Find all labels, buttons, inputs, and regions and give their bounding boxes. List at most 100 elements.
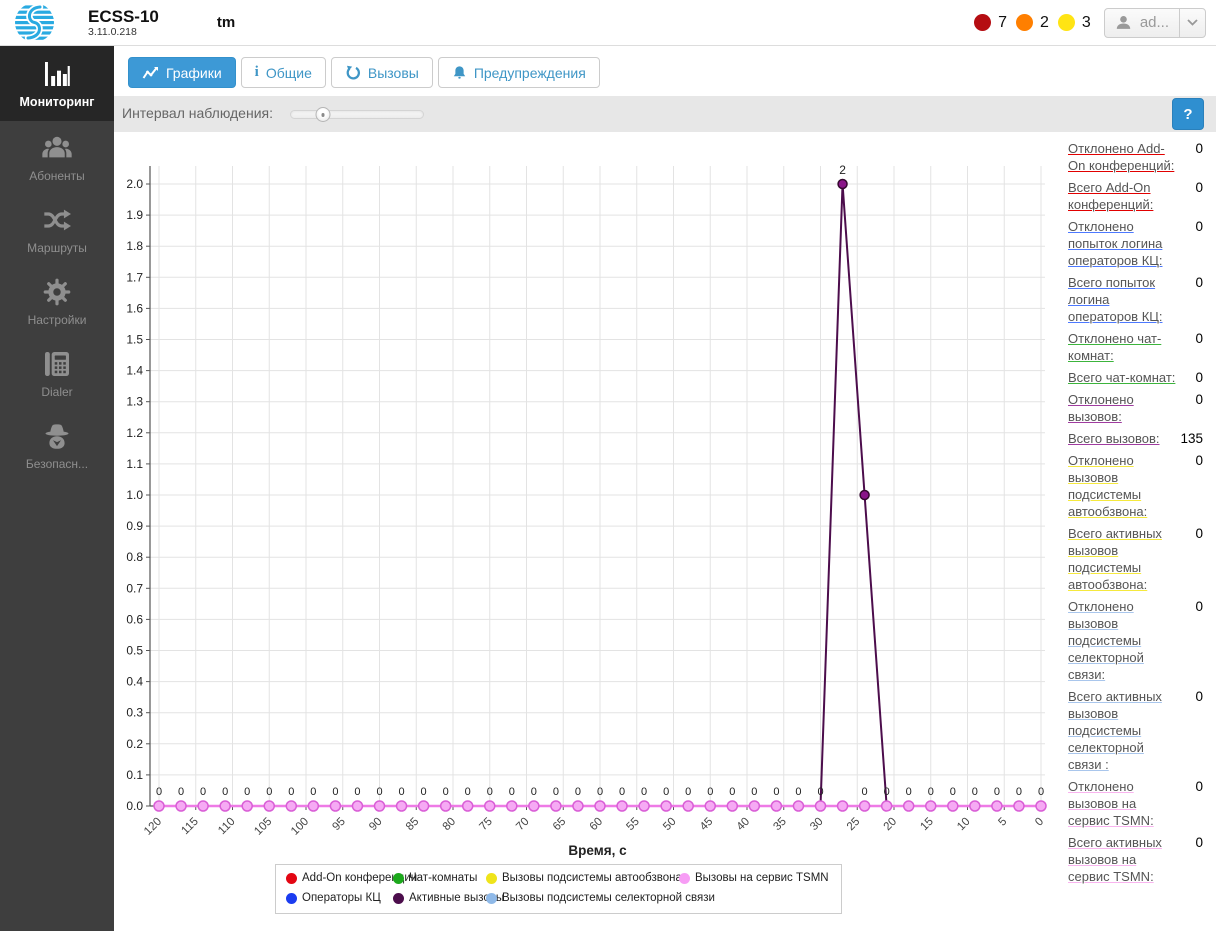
sidebar-item-3[interactable]: Настройки bbox=[0, 265, 114, 337]
svg-text:0.3: 0.3 bbox=[126, 706, 143, 720]
svg-text:0: 0 bbox=[729, 786, 735, 798]
svg-text:0: 0 bbox=[884, 786, 890, 798]
alert-badge[interactable]: 2 bbox=[1016, 14, 1049, 32]
tab-label: Общие bbox=[265, 64, 312, 81]
alert-dot-icon bbox=[974, 14, 992, 31]
svg-text:1.4: 1.4 bbox=[126, 364, 143, 378]
stat-link[interactable]: Всего активных вызовов подсистемы селект… bbox=[1068, 689, 1162, 772]
sidebar-item-4[interactable]: Dialer bbox=[0, 337, 114, 409]
alert-badge[interactable]: 3 bbox=[1057, 13, 1091, 32]
stat-link[interactable]: Отклонено чат-комнат: bbox=[1068, 331, 1162, 363]
sidebar-item-2[interactable]: Маршруты bbox=[0, 193, 114, 265]
svg-text:100: 100 bbox=[289, 816, 311, 838]
svg-text:0: 0 bbox=[266, 786, 272, 798]
stat-link[interactable]: Всего активных вызовов подсистемы автооб… bbox=[1068, 526, 1162, 592]
tab-3[interactable]: Предупреждения bbox=[437, 57, 600, 88]
svg-text:1.5: 1.5 bbox=[126, 333, 143, 347]
alert-count: 3 bbox=[1081, 13, 1091, 31]
svg-text:30: 30 bbox=[808, 816, 826, 834]
stat-value: 0 bbox=[1195, 180, 1203, 195]
legend-dot-icon bbox=[486, 893, 497, 904]
svg-text:0: 0 bbox=[1016, 786, 1022, 798]
stat-link[interactable]: Отклонено вызовов на сервис TSMN: bbox=[1068, 779, 1154, 828]
interval-slider[interactable] bbox=[290, 107, 424, 122]
stat-link[interactable]: Всего вызовов: bbox=[1068, 431, 1160, 446]
stat-link[interactable]: Отклонено вызовов: bbox=[1068, 392, 1134, 424]
legend-dot-icon bbox=[486, 873, 497, 884]
legend-dot-icon bbox=[286, 893, 297, 904]
bar-chart-icon bbox=[38, 58, 76, 90]
stat-link[interactable]: Отклонено вызовов подсистемы автообзвона… bbox=[1068, 453, 1148, 519]
alert-count: 2 bbox=[1040, 13, 1049, 31]
stat-link[interactable]: Всего чат-комнат: bbox=[1068, 370, 1176, 385]
sidebar-item-label: Абоненты bbox=[29, 168, 85, 183]
svg-text:0: 0 bbox=[465, 786, 471, 798]
tab-2[interactable]: Вызовы bbox=[330, 57, 433, 88]
user-menu-button[interactable]: ad... bbox=[1103, 7, 1206, 38]
alert-dot-icon bbox=[1016, 14, 1033, 31]
legend-label: Вызовы подсистемы автообзвона bbox=[502, 872, 682, 884]
sidebar-item-label: Безопасн... bbox=[25, 456, 89, 471]
stat-item: Всего активных вызовов подсистемы селект… bbox=[1068, 688, 1203, 773]
stat-item: Отклонено вызовов на сервис TSMN: 0 bbox=[1068, 778, 1203, 829]
sidebar-item-label: Dialer bbox=[41, 384, 73, 399]
stat-link[interactable]: Всего активных вызовов на сервис TSMN: bbox=[1068, 835, 1162, 884]
svg-text:0: 0 bbox=[288, 786, 294, 798]
svg-text:2: 2 bbox=[839, 163, 846, 177]
svg-text:80: 80 bbox=[441, 816, 459, 834]
legend-dot-icon bbox=[393, 873, 404, 884]
legend-item: Чат-комнаты bbox=[393, 871, 486, 886]
svg-text:0: 0 bbox=[597, 786, 603, 798]
svg-text:1.2: 1.2 bbox=[126, 426, 143, 440]
gear-icon bbox=[38, 276, 76, 308]
chart-area: 0.0 0.1 0.2 0.3 0.4 0.5 0.6 0.7 0.8 0.9 1.0 1.1 1.2 1… bbox=[114, 132, 1060, 931]
svg-text:85: 85 bbox=[404, 816, 422, 834]
svg-text:0: 0 bbox=[619, 786, 625, 798]
svg-text:2.0: 2.0 bbox=[126, 177, 143, 191]
stat-link[interactable]: Отклонено вызовов подсистемы селекторной… bbox=[1068, 599, 1144, 682]
stat-link[interactable]: Всего Add-On конференций: bbox=[1068, 180, 1154, 212]
tab-1[interactable]: i Общие bbox=[240, 57, 326, 88]
chart-legend: Add-On конференции Чат-комнаты Вызовы подс… bbox=[275, 864, 842, 914]
stat-link[interactable]: Всего попыток логина операторов КЦ: bbox=[1068, 275, 1163, 324]
help-button[interactable]: ? bbox=[1172, 98, 1204, 130]
svg-text:0: 0 bbox=[862, 786, 868, 798]
app-name: ECSS-10 bbox=[88, 6, 159, 26]
svg-text:0: 0 bbox=[663, 786, 669, 798]
svg-text:0: 0 bbox=[222, 786, 228, 798]
svg-text:0: 0 bbox=[376, 786, 382, 798]
line-chart: 0.0 0.1 0.2 0.3 0.4 0.5 0.6 0.7 0.8 0.9 1.0 1.1 1.2 1… bbox=[126, 163, 1047, 858]
svg-text:0: 0 bbox=[972, 786, 978, 798]
legend-dot-icon bbox=[679, 873, 690, 884]
stat-item: Отклонено Add-On конференций: 0 bbox=[1068, 140, 1203, 174]
sidebar-item-0[interactable]: Мониторинг bbox=[0, 46, 114, 121]
legend-label: Вызовы на сервис TSMN bbox=[695, 872, 829, 884]
app-header: ECSS-10 3.11.0.218 tm 7 2 3 ad... bbox=[0, 0, 1216, 46]
svg-text:45: 45 bbox=[698, 816, 716, 834]
stat-link[interactable]: Отклонено Add-On конференций: bbox=[1068, 141, 1175, 173]
chevron-down-icon bbox=[1179, 8, 1205, 37]
stat-item: Отклонено чат-комнат: 0 bbox=[1068, 330, 1203, 364]
svg-text:0: 0 bbox=[244, 786, 250, 798]
tab-0[interactable]: Графики bbox=[128, 57, 236, 88]
legend-item: Вызовы на сервис TSMN bbox=[679, 871, 829, 886]
stat-value: 0 bbox=[1195, 526, 1203, 541]
interval-label: Интервал наблюдения: bbox=[122, 105, 273, 121]
svg-text:0: 0 bbox=[553, 786, 559, 798]
svg-text:40: 40 bbox=[735, 816, 753, 834]
stat-value: 0 bbox=[1195, 779, 1203, 794]
legend-item: Вызовы подсистемы автообзвона bbox=[486, 871, 682, 886]
alert-badge[interactable]: 7 bbox=[974, 14, 1007, 32]
stat-item: Отклонено вызовов: 0 bbox=[1068, 391, 1203, 425]
sidebar-item-5[interactable]: Безопасн... bbox=[0, 409, 114, 481]
stat-value: 0 bbox=[1195, 141, 1203, 156]
sidebar-item-1[interactable]: Абоненты bbox=[0, 121, 114, 193]
stat-value: 0 bbox=[1195, 453, 1203, 468]
stat-link[interactable]: Отклонено попыток логина операторов КЦ: bbox=[1068, 219, 1163, 268]
header-right: 7 2 3 ad... bbox=[974, 0, 1206, 45]
interval-slider-handle[interactable] bbox=[315, 107, 331, 122]
svg-text:0: 0 bbox=[994, 786, 1000, 798]
stat-value: 0 bbox=[1195, 689, 1203, 704]
svg-text:1.3: 1.3 bbox=[126, 395, 143, 409]
svg-text:1.1: 1.1 bbox=[126, 457, 143, 471]
